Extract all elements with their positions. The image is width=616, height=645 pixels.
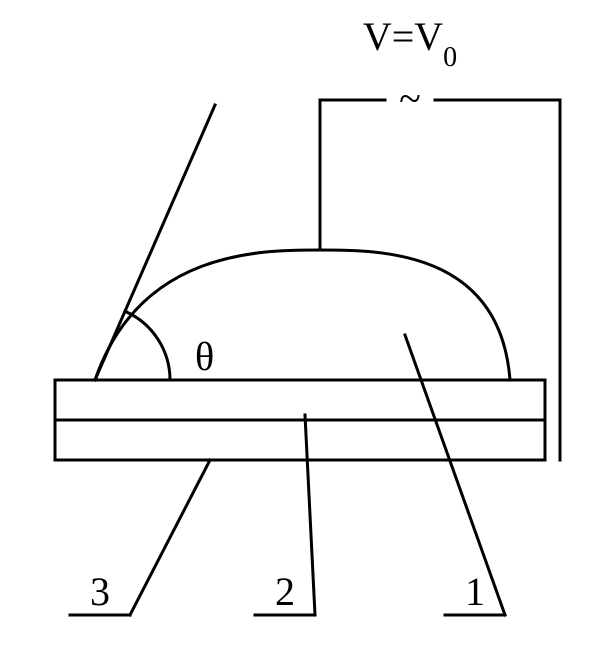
angle-arc — [125, 311, 170, 380]
angle-label: θ — [195, 334, 214, 379]
voltage-label: V=V0 — [363, 14, 457, 73]
ac-source-symbol: ~ — [399, 76, 421, 121]
leader-3-diag — [130, 460, 210, 615]
droplet-arc — [95, 250, 510, 380]
leader-2-label: 2 — [275, 569, 295, 614]
leader-3-label: 3 — [90, 569, 110, 614]
leader-1-diag — [405, 335, 505, 615]
leader-1-label: 1 — [465, 569, 485, 614]
leader-2-diag — [305, 415, 315, 615]
